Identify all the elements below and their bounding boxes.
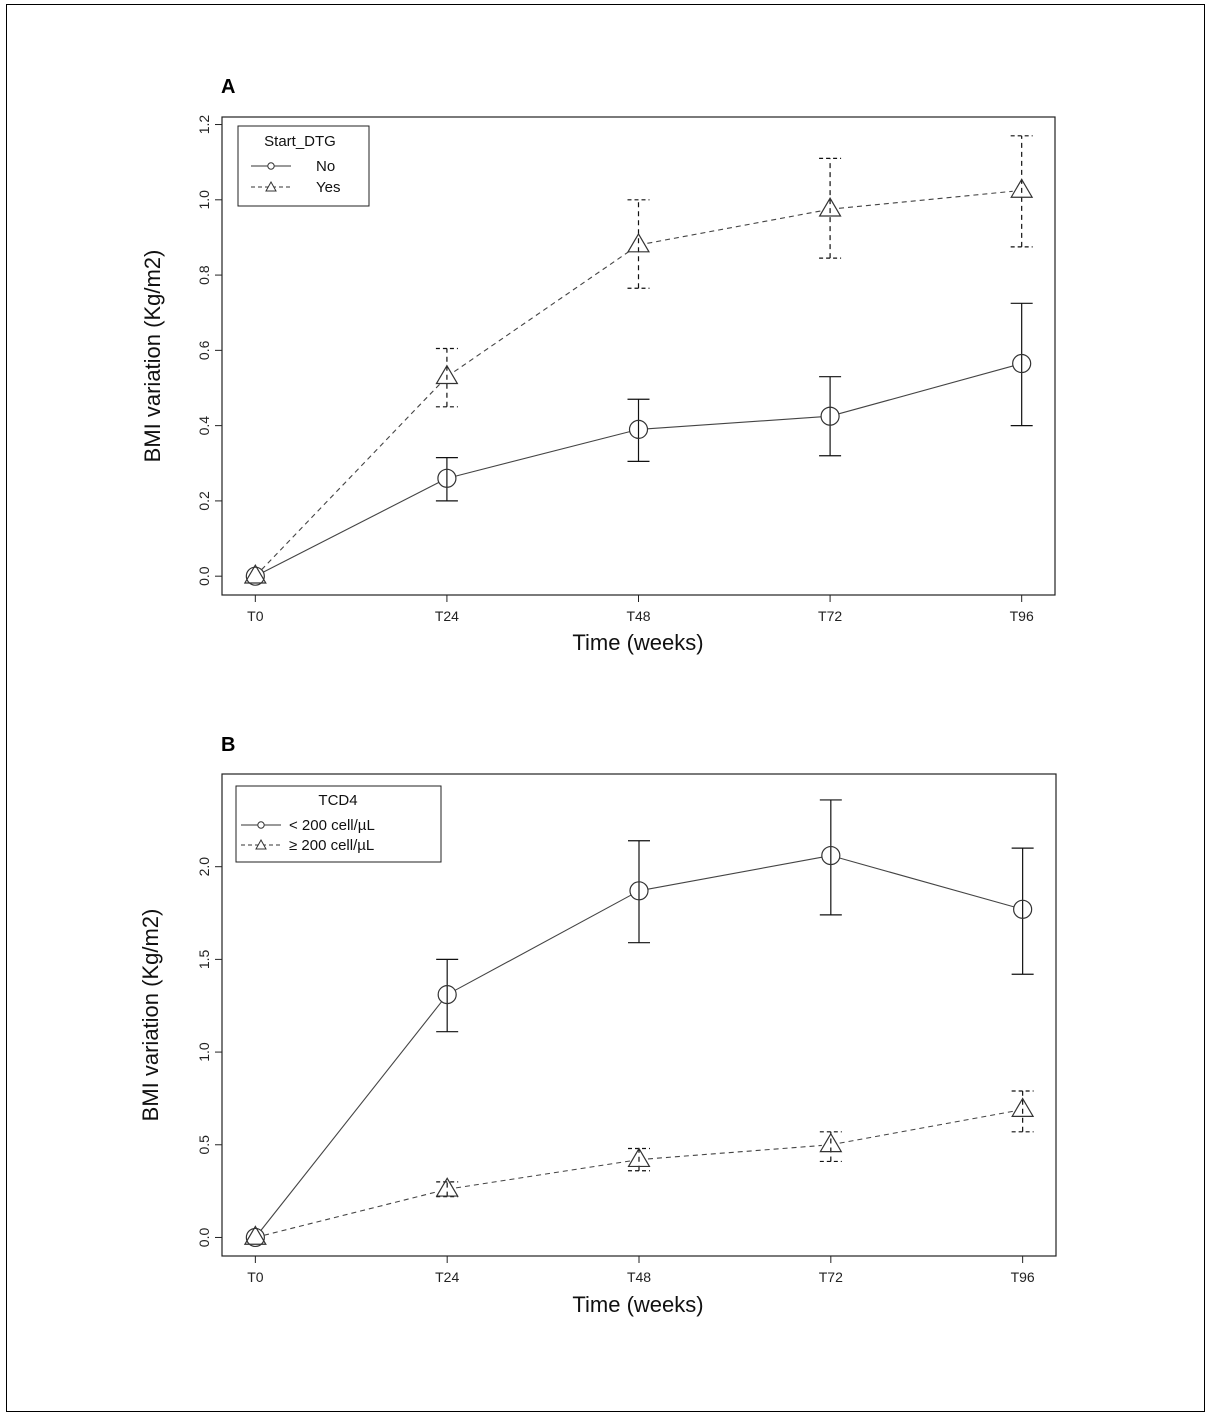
panel-a-letter: A — [221, 76, 235, 98]
panel-a-y-tick-label: 1.0 — [196, 190, 212, 210]
panel-a-data-point — [435, 364, 459, 385]
panel-b-y-tick-label: 1.5 — [196, 949, 212, 969]
panel-a-data-point — [1012, 353, 1032, 374]
panel-a-series-line-segment — [838, 365, 1014, 415]
panel-b-data-point — [1011, 1097, 1035, 1117]
panel-a-series-line-segment — [454, 249, 632, 373]
panel-b-letter: B — [221, 734, 235, 756]
panel-b-series-1 — [245, 799, 1034, 1248]
panel-b-data-point — [1013, 899, 1033, 919]
panel-a-y-axis-title: BMI variation (Kg/m2) — [140, 250, 165, 463]
panel-a-data-point — [628, 419, 649, 439]
panel-b: B Time (weeks) BMI variation (Kg/m2) TCD… — [138, 734, 1057, 1317]
panel-b-legend-box — [235, 785, 442, 863]
panel-a-series-line-segment — [647, 416, 822, 430]
panel-b-x-tick-label: T48 — [627, 1269, 651, 1285]
panel-b-y-tick-label: 1.0 — [196, 1042, 212, 1062]
panel-b-y-tick-label: 2.0 — [196, 857, 212, 877]
panel-a-data-point — [437, 468, 457, 488]
panel-b-axes: T0 T24 T48 T72 T96 0.0 0.5 1.0 1.5 2.0 — [196, 857, 1035, 1285]
panel-a-legend: Start_DTG No Yes — [237, 125, 370, 207]
panel-b-y-axis-title: BMI variation (Kg/m2) — [138, 909, 163, 1122]
panel-a-series-1 — [245, 302, 1033, 586]
panel-b-series-line-segment — [647, 1144, 822, 1160]
panel-a-series-line-segment — [838, 190, 1013, 209]
panel-a: A Time (weeks) BMI variation (Kg/m2) Sta… — [140, 76, 1056, 655]
panel-b-legend-triangle-icon — [255, 838, 267, 850]
panel-b-data-point — [819, 1132, 843, 1153]
panel-b-legend-label-high: ≥ 200 cell/µL — [289, 837, 374, 854]
panel-a-data-point — [243, 563, 267, 584]
panel-b-series-line-segment — [260, 1001, 443, 1231]
panel-a-y-tick-label: 0.8 — [196, 265, 212, 285]
panel-b-series-line-segment — [647, 856, 823, 890]
panel-b-data-point — [629, 881, 649, 901]
panel-b-data-point — [245, 1227, 265, 1248]
panel-b-series-2 — [243, 1090, 1035, 1245]
panel-a-series-line-segment — [263, 481, 440, 573]
panel-a-legend-triangle-icon — [265, 180, 277, 192]
panel-b-x-tick-label: T24 — [435, 1269, 459, 1285]
panel-a-x-tick-label: T96 — [1010, 608, 1034, 624]
panel-a-legend-label-no: No — [316, 158, 335, 175]
panel-b-series-line-segment — [839, 857, 1015, 908]
panel-b-data-point — [435, 1177, 459, 1197]
panel-a-data-point — [627, 232, 650, 253]
panel-b-legend-title: TCD4 — [318, 792, 357, 809]
panel-b-x-tick-label: T0 — [247, 1269, 264, 1285]
panel-a-x-tick-label: T24 — [435, 608, 459, 624]
panel-b-data-point — [821, 845, 841, 866]
panel-a-data-point — [820, 406, 840, 426]
panel-b-series-line-segment — [455, 1160, 631, 1189]
panel-b-x-axis-title: Time (weeks) — [572, 1292, 703, 1317]
panel-b-y-tick-label: 0.0 — [196, 1228, 212, 1248]
panel-a-legend-title: Start_DTG — [264, 133, 336, 150]
panel-a-x-tick-label: T72 — [818, 608, 842, 624]
panel-a-y-tick-label: 0.2 — [196, 491, 212, 511]
panel-a-series-line-segment — [261, 382, 442, 571]
panel-a-data-point — [818, 197, 842, 217]
panel-b-legend-label-low: < 200 cell/µL — [289, 817, 375, 834]
panel-a-data-point — [245, 566, 265, 586]
panel-b-series-line-segment — [839, 1110, 1014, 1144]
panel-b-data-point — [243, 1225, 267, 1245]
panel-a-legend-label-yes: Yes — [316, 179, 340, 196]
panel-b-data-point — [437, 985, 457, 1005]
panel-b-x-tick-label: T72 — [819, 1269, 843, 1285]
panel-a-y-tick-label: 0.0 — [196, 566, 212, 586]
panel-a-series-line-segment — [455, 431, 630, 477]
panel-a-legend-circle-icon — [267, 162, 275, 170]
panel-a-axes: T0 T24 T48 T72 T96 0.0 0.2 0.4 0.6 0.8 1.0 1.2 — [196, 115, 1034, 624]
panel-b-legend-circle-icon — [257, 821, 265, 829]
panel-b-x-tick-label: T96 — [1011, 1269, 1035, 1285]
panel-b-data-point — [627, 1147, 651, 1168]
panel-b-series-line-segment — [263, 1190, 439, 1236]
panel-a-y-tick-label: 0.4 — [196, 416, 212, 436]
panel-a-x-axis-title: Time (weeks) — [572, 630, 703, 655]
panel-a-x-tick-label: T0 — [247, 608, 264, 624]
panel-b-y-tick-label: 0.5 — [196, 1135, 212, 1155]
panel-a-data-point — [1010, 178, 1034, 198]
panel-a-y-tick-label: 0.6 — [196, 340, 212, 360]
panel-a-y-tick-label: 1.2 — [196, 115, 212, 135]
panel-a-series-2 — [243, 135, 1034, 584]
panel-a-x-tick-label: T48 — [626, 608, 650, 624]
panel-b-series-line-segment — [454, 894, 632, 991]
panel-b-legend: TCD4 < 200 cell/µL ≥ 200 cell/µL — [235, 785, 442, 863]
panel-a-series-line-segment — [647, 210, 822, 244]
